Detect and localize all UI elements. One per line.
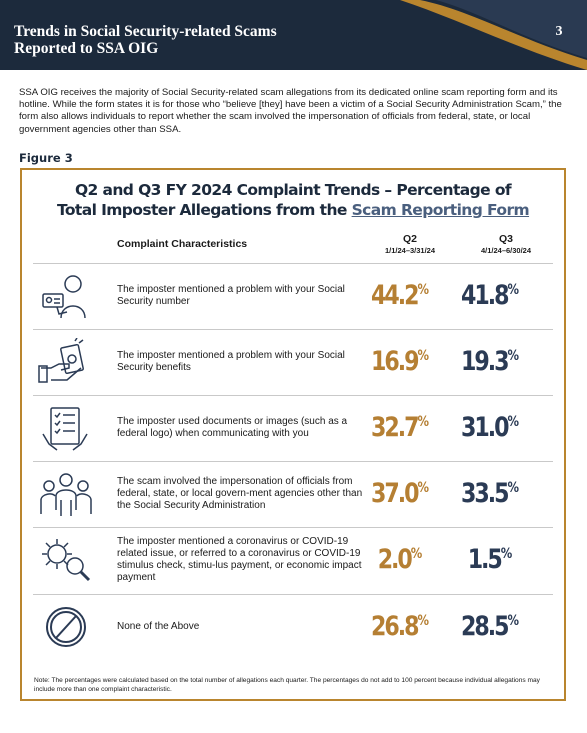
document-hand-icon: [42, 407, 88, 451]
row-text: The imposter used documents or images (s…: [117, 415, 348, 439]
q2-value: 32.7%: [371, 412, 429, 443]
q2-value: 26.8%: [371, 611, 429, 642]
column-header-q2: Q2 1/1/24–3/31/24: [370, 233, 450, 255]
q3-value: 28.5%: [461, 611, 519, 642]
prohibited-circle-icon: [46, 607, 86, 647]
row-text: The imposter mentioned a problem with yo…: [117, 349, 345, 373]
table-row: None of the Above 26.8% 28.5%: [33, 594, 553, 659]
column-header-characteristics: Complaint Characteristics: [117, 238, 248, 250]
person-id-card-icon: [42, 275, 86, 319]
page-number: 3: [555, 24, 563, 39]
report-title: Trends in Social Security-related Scams …: [14, 23, 354, 57]
q3-value: 33.5%: [461, 478, 519, 509]
page-header: Trends in Social Security-related Scams …: [0, 0, 587, 70]
row-text: The scam involved the impersonation of o…: [117, 475, 363, 511]
virus-magnifier-icon: [42, 539, 91, 582]
figure-note: Note: The percentages were calculated ba…: [34, 677, 540, 693]
figure-title-prefix: Total Imposter Allegations from the: [56, 201, 352, 219]
table-row: The imposter mentioned a problem with yo…: [33, 329, 553, 394]
row-text: The imposter mentioned a coronavirus or …: [117, 535, 362, 583]
table-row: The scam involved the impersonation of o…: [33, 461, 553, 526]
report-title-line1: Trends in Social Security-related Scams: [14, 23, 277, 40]
table-row: The imposter mentioned a coronavirus or …: [33, 527, 553, 592]
figure-label: Figure 3: [19, 151, 73, 165]
row-text: The imposter mentioned a problem with yo…: [117, 283, 345, 307]
column-header-q3: Q3 4/1/24–6/30/24: [466, 233, 546, 255]
q3-dates: 4/1/24–6/30/24: [480, 246, 532, 255]
q3-value: 41.8%: [461, 280, 519, 311]
figure-title-line1: Q2 and Q3 FY 2024 Complaint Trends – Per…: [74, 181, 512, 199]
table-row: The imposter mentioned a problem with yo…: [33, 263, 553, 328]
report-title-line2: Reported to SSA OIG: [14, 40, 159, 57]
q2-label: Q2: [402, 233, 417, 245]
q3-value: 19.3%: [461, 346, 519, 377]
group-people-icon: [40, 473, 92, 516]
hand-money-icon: [38, 338, 84, 383]
figure-frame: [20, 168, 566, 701]
q2-value: 44.2%: [371, 280, 429, 311]
figure-title-line2: Total Imposter Allegations from the Scam…: [22, 200, 564, 220]
figure-title: Q2 and Q3 FY 2024 Complaint Trends – Per…: [22, 180, 564, 220]
row-text: None of the Above: [117, 620, 200, 632]
q3-label: Q3: [498, 233, 513, 245]
table-row: The imposter used documents or images (s…: [33, 395, 553, 460]
header-decoration: [400, 0, 587, 70]
q2-value: 16.9%: [371, 346, 429, 377]
q3-value: 31.0%: [461, 412, 519, 443]
intro-paragraph: SSA OIG receives the majority of Social …: [19, 87, 562, 135]
q2-value: 2.0%: [377, 544, 423, 575]
q2-value: 37.0%: [371, 478, 429, 509]
q2-dates: 1/1/24–3/31/24: [384, 246, 436, 255]
scam-reporting-form-link[interactable]: Scam Reporting Form: [351, 201, 530, 219]
q3-value: 1.5%: [467, 544, 513, 575]
